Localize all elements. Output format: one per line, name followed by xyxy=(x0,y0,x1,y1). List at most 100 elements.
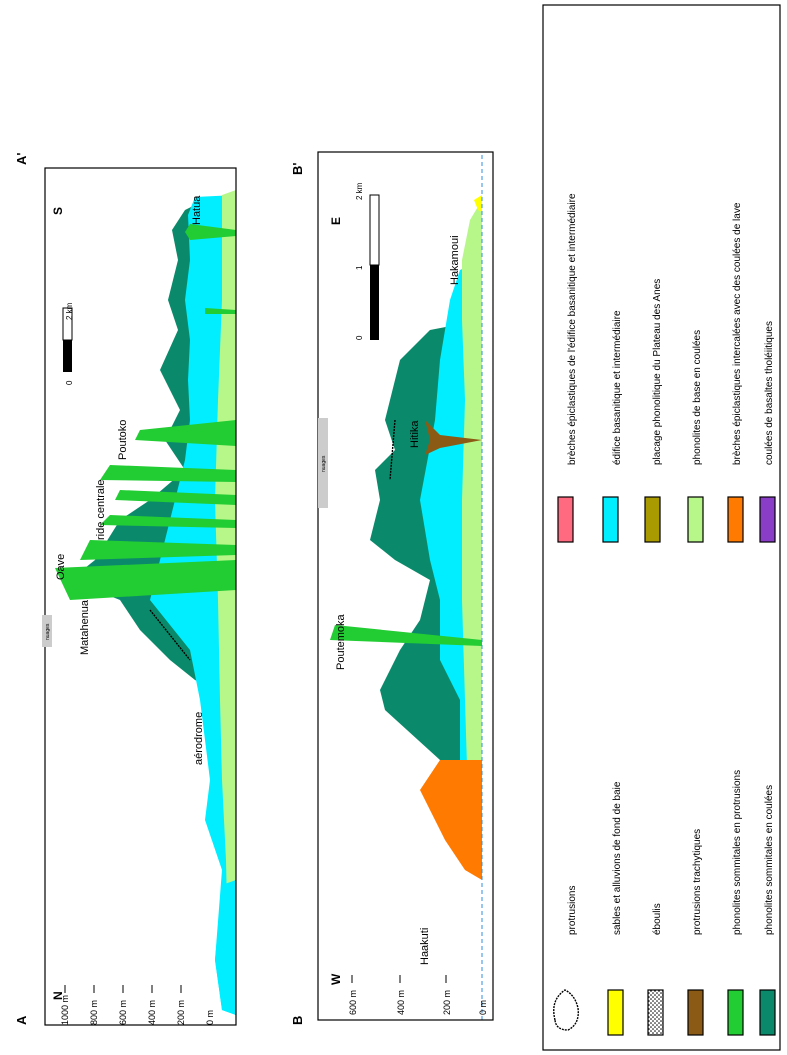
section-a-west-label: N xyxy=(51,991,65,1000)
elevation-label: 1000 m xyxy=(60,995,70,1025)
protrusion-outline-icon xyxy=(553,989,579,1031)
legend-item-breches-epiclastiques: brèches épiclastiques de l'édifice basan… xyxy=(557,193,578,543)
section-a-phonolites-base xyxy=(215,190,236,1015)
place-label-hakamoui: Hakamoui xyxy=(449,235,461,285)
scale-tick-0: 0 xyxy=(355,335,364,340)
section-b-elevation-axis: 600 m 400 m 200 m 0 m xyxy=(348,975,488,1015)
section-a-eboulis-edge xyxy=(149,609,191,661)
legend: protrusions sables et alluvions de fond … xyxy=(542,4,781,1051)
legend-label: coulées de basaltes tholéiitiques xyxy=(764,321,775,465)
place-label-ride-centrale: ride centrale xyxy=(95,479,107,540)
legend-label: phonolites sommitales en coulées xyxy=(764,785,775,935)
section-a-end-label: A' xyxy=(14,153,29,165)
elevation-label: 600 m xyxy=(348,990,358,1015)
legend-item-edifice-basanitique: édifice basanitique et intermédiaire xyxy=(602,310,623,543)
place-label-hitika: Hitika xyxy=(409,420,421,448)
legend-swatch xyxy=(687,989,704,1036)
legend-label: brèches épiclastiques de l'édifice basan… xyxy=(567,193,578,465)
section-a-place-labels: aérodrome Matahenua Oave ride centrale P… xyxy=(55,195,205,765)
legend-label: protrusions trachytiques xyxy=(692,829,703,935)
legend-item-protrusions: protrusions xyxy=(553,886,579,1031)
legend-swatch xyxy=(727,989,744,1036)
elevation-label: 400 m xyxy=(396,990,406,1015)
section-b-west-label: W xyxy=(329,973,343,985)
clouds-label: nuages xyxy=(45,623,51,640)
place-label-oave: Oave xyxy=(55,554,67,580)
place-label-poutoko: Poutoko xyxy=(117,420,129,460)
legend-item-phonolites-protrusions: phonolites sommitales en protrusions xyxy=(727,770,744,1036)
elevation-label: 800 m xyxy=(89,1000,99,1025)
elevation-label: 200 m xyxy=(442,990,452,1015)
clouds-label: nuages xyxy=(321,455,327,472)
elevation-label: 400 m xyxy=(147,1000,157,1025)
legend-swatch xyxy=(727,496,744,543)
place-label-matahenua: Matahenua xyxy=(79,599,91,655)
legend-item-phonolites-coulees: phonolites sommitales en coulées xyxy=(759,785,776,1036)
legend-swatch xyxy=(602,496,619,543)
scale-tick-2: 2 km xyxy=(355,182,364,200)
legend-item-eboulis: éboulis xyxy=(647,903,664,1036)
section-a-clouds-tag: nuages xyxy=(42,615,52,647)
legend-swatch xyxy=(759,496,776,543)
legend-label: placage phonolitique du Plateau des Anes xyxy=(652,279,663,465)
legend-label: phonolites sommitales en protrusions xyxy=(732,770,743,935)
section-b-sables xyxy=(474,195,482,212)
section-b-geology xyxy=(330,195,482,880)
section-b-end-label: B' xyxy=(290,163,305,175)
section-b-start-label: B xyxy=(290,1016,305,1025)
section-b-place-labels: Haakuti Poutemoka Hitika Hakamoui xyxy=(335,235,461,965)
elevation-label: 600 m xyxy=(118,1000,128,1025)
place-label-haakuti: Haakuti xyxy=(419,928,431,965)
legend-label: sables et alluvions de fond de baie xyxy=(612,781,623,935)
legend-label: brèches épiclastiques intercalées avec d… xyxy=(732,202,743,465)
section-a: A A' 1000 m 800 m 600 m 400 m 200 m 0 m xyxy=(14,153,237,1026)
section-b-breches-intercalees xyxy=(420,760,482,880)
legend-label: éboulis xyxy=(652,903,663,935)
legend-item-breches-intercalees: brèches épiclastiques intercalées avec d… xyxy=(727,202,744,543)
legend-label: phonolites de base en coulées xyxy=(692,330,703,465)
place-label-aerodrome: aérodrome xyxy=(193,712,205,765)
section-a-start-label: A xyxy=(14,1015,29,1025)
section-a-edifice-basanitique xyxy=(150,195,236,1015)
elevation-label: 200 m xyxy=(176,1000,186,1025)
section-a-scale-bar: 0 1 2 km xyxy=(62,302,74,385)
legend-swatch xyxy=(759,989,776,1036)
legend-label: édifice basanitique et intermédiaire xyxy=(612,310,623,465)
section-b-poutemoka-protrusion xyxy=(330,625,482,646)
section-a-phonolites-protrusions xyxy=(55,224,236,600)
place-label-poutemoka: Poutemoka xyxy=(335,613,347,670)
section-b-scale-bar: 0 1 2 km xyxy=(355,182,380,340)
scale-tick-1: 1 xyxy=(355,265,364,270)
scale-tick-0: 0 xyxy=(65,380,74,385)
section-b-east-label: E xyxy=(329,217,343,225)
legend-swatch xyxy=(557,496,574,543)
legend-swatch xyxy=(687,496,704,543)
elevation-label: 0 m xyxy=(478,1000,488,1015)
section-a-frame xyxy=(44,167,237,1026)
section-b: B B' 600 m 400 m 200 m 0 m xyxy=(290,151,494,1025)
legend-swatch xyxy=(607,989,624,1036)
legend-label: protrusions xyxy=(567,886,578,935)
scale-tick-1: 1 xyxy=(65,345,74,350)
legend-item-basaltes-tholeiitiques: coulées de basaltes tholéiitiques xyxy=(759,321,776,543)
scale-tick-2: 2 km xyxy=(65,302,74,320)
section-b-clouds-tag: nuages xyxy=(318,418,328,508)
legend-swatch xyxy=(644,496,661,543)
section-b-phonolites-base xyxy=(462,200,482,830)
section-a-elevation-axis: 1000 m 800 m 600 m 400 m 200 m 0 m xyxy=(60,985,215,1025)
legend-swatch xyxy=(647,989,664,1036)
place-label-hatua: Hatua xyxy=(191,195,203,225)
section-a-geology xyxy=(55,190,236,1015)
legend-item-placage-phonolitique: placage phonolitique du Plateau des Anes xyxy=(644,279,663,543)
section-a-aerodrome-zone xyxy=(215,880,236,1015)
section-b-eboulis-edge xyxy=(389,419,396,481)
legend-item-phonolites-base: phonolites de base en coulées xyxy=(687,330,704,543)
elevation-label: 0 m xyxy=(205,1010,215,1025)
legend-item-protrusions-trachytiques: protrusions trachytiques xyxy=(687,829,704,1036)
legend-item-sables: sables et alluvions de fond de baie xyxy=(607,781,624,1036)
section-b-frame xyxy=(317,151,494,1021)
legend-frame xyxy=(542,4,781,1051)
section-a-east-label: S xyxy=(51,207,65,215)
section-b-hitika-protrusion xyxy=(425,420,482,455)
